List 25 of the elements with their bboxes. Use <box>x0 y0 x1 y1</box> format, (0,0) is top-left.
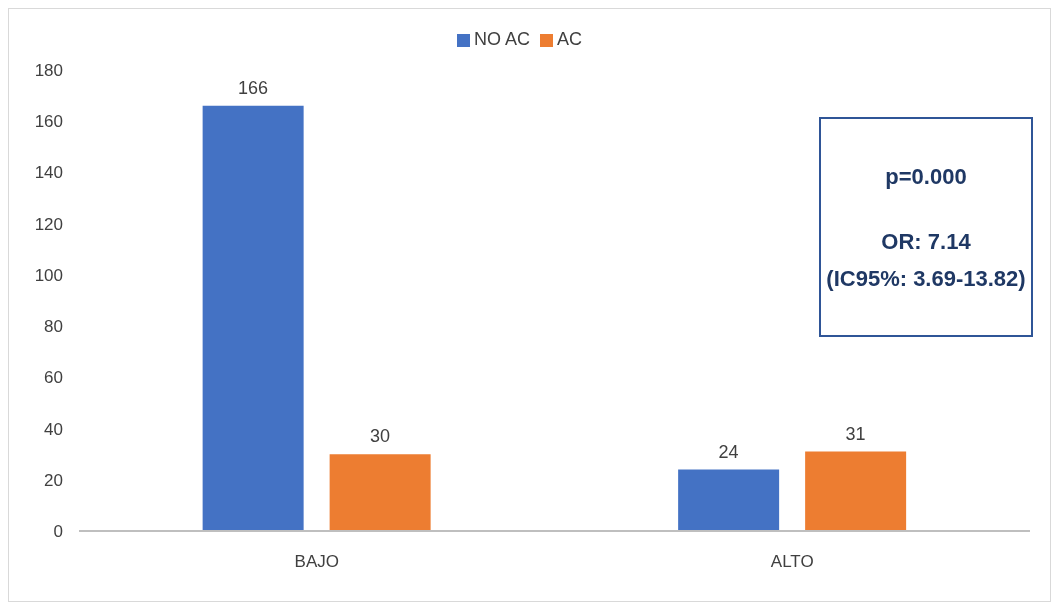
y-tick-label: 0 <box>53 522 63 542</box>
annotation: OR: 7.14 (IC95%: 3.69-13.82) <box>826 227 1026 293</box>
annotation: p=0.000 <box>885 162 967 191</box>
y-tick-label: 80 <box>44 317 63 337</box>
x-tick-label: BAJO <box>294 552 339 572</box>
bar <box>805 451 907 531</box>
bar <box>329 454 431 531</box>
y-tick-label: 180 <box>34 61 63 81</box>
y-tick-label: 140 <box>34 163 63 183</box>
y-tick-label: 60 <box>44 368 63 388</box>
y-tick-label: 120 <box>34 214 63 234</box>
x-tick-label: ALTO <box>770 552 814 572</box>
legend-label: NO AC <box>473 29 530 49</box>
data-label: 166 <box>238 77 269 98</box>
y-tick-label: 40 <box>44 419 63 439</box>
legend-label: AC <box>557 29 583 49</box>
data-label: 24 <box>718 441 739 462</box>
y-tick-label: 20 <box>44 470 63 490</box>
note-box: p=0.000 OR: 7.14 (IC95%: 3.69-13.82) <box>819 117 1033 337</box>
y-tick-label: 160 <box>34 112 63 132</box>
data-label: 30 <box>370 426 391 447</box>
y-tick-label: 100 <box>34 265 63 285</box>
bar <box>202 105 304 531</box>
bar <box>678 469 780 531</box>
data-label: 31 <box>845 423 866 444</box>
